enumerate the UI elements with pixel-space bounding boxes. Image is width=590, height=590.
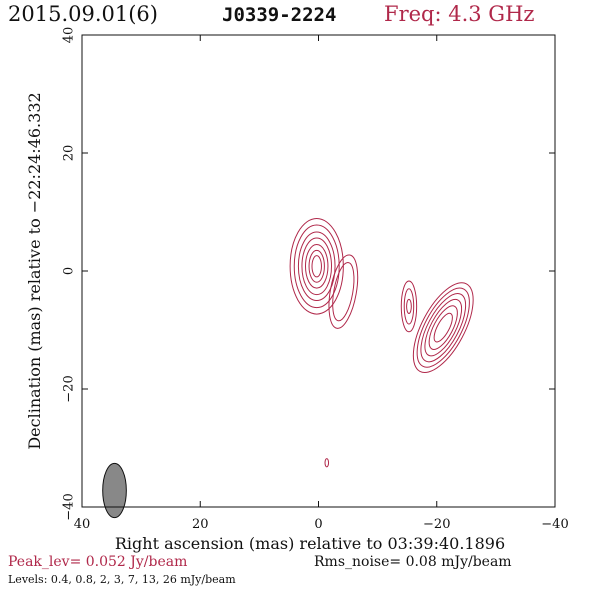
beam-group [102,462,127,519]
x-tick-label: 0 [314,517,322,532]
y-axis-label: Declination (mas) relative to −22:24:46.… [25,92,44,449]
contour-middle-knot-level-0 [400,280,418,333]
x-tick-label: −20 [423,517,450,532]
plot-frame [81,34,556,508]
contour-faint-spot-level-0 [324,458,330,468]
contour-core-level-5 [308,249,325,283]
contour-western-lobe-level-2 [420,293,467,363]
x-tick-label: 40 [74,517,91,532]
rms-noise: Rms_noise= 0.08 mJy/beam [314,554,512,570]
contour-core-level-0 [289,217,344,315]
contour-core-level-2 [297,231,336,301]
y-tick-label: 40 [62,27,77,44]
contour-western-lobe-level-4 [428,305,458,350]
tick-marks [81,34,556,508]
contour-levels: Levels: 0.4, 0.8, 2, 3, 7, 13, 26 mJy/be… [8,573,236,586]
x-axis-label: Right ascension (mas) relative to 03:39:… [115,534,505,553]
y-tick-label: 0 [62,267,77,275]
contour-core-level-3 [301,237,333,296]
peak-level: Peak_lev= 0.052 Jy/beam [8,554,188,570]
contour-core-level-1 [293,224,340,309]
contour-core-level-6 [311,255,322,278]
frequency-label: Freq: 4.3 GHz [384,2,535,26]
contour-middle-knot-level-1 [403,288,415,325]
tick-labels: 40 20 0 −20 −40 −40 −20 0 20 40 [62,27,569,532]
contour-core-extension-level-1 [332,262,355,322]
y-tick-label: 20 [62,145,77,162]
contour-western-lobe-level-5 [433,312,453,343]
x-tick-label: 20 [192,517,209,532]
beam-ellipse [102,462,127,519]
contour-western-lobe-level-3 [424,298,463,357]
epoch-label: 2015.09.01(6) [8,2,158,26]
y-tick-label: −40 [62,493,77,520]
contour-western-lobe-level-1 [416,287,470,368]
contour-western-lobe-level-0 [412,282,474,374]
source-name: J0339-2224 [222,4,337,26]
x-tick-label: −40 [541,517,568,532]
contour-core-level-4 [304,243,329,289]
y-tick-label: −20 [62,375,77,402]
contour-group [289,217,474,468]
contour-core-extension-level-0 [328,254,359,329]
contour-middle-knot-level-2 [406,298,412,314]
